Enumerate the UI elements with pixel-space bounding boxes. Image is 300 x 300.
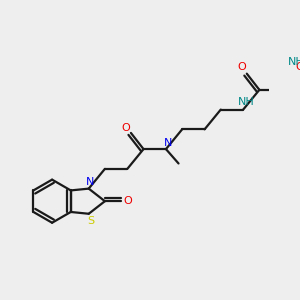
Text: NH: NH: [238, 97, 254, 106]
Text: O: O: [296, 62, 300, 72]
Text: N: N: [164, 138, 172, 148]
Text: S: S: [87, 216, 94, 226]
Text: O: O: [237, 62, 246, 72]
Text: O: O: [121, 122, 130, 133]
Text: N: N: [85, 177, 94, 187]
Text: O: O: [124, 196, 133, 206]
Text: NH: NH: [288, 57, 300, 67]
